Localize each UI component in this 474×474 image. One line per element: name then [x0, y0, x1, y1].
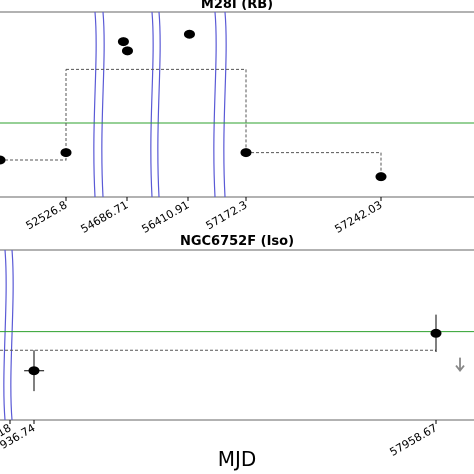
data-point: [0, 155, 6, 165]
x-tick-label: 54686.71: [79, 198, 131, 236]
x-tick-label: 57958.67: [388, 421, 440, 459]
axis-break: [3, 11, 227, 421]
upper-limit: [455, 357, 465, 373]
data-point: [375, 172, 387, 182]
x-axis-label: MJD: [218, 447, 257, 471]
x-tick-label: 56410.91: [140, 198, 192, 236]
x-tick-label: 57172.3: [204, 198, 250, 232]
data-point: [240, 148, 252, 158]
step-line: [0, 68, 382, 177]
x-tick-label: 57242.03: [333, 198, 385, 236]
data-point: [430, 328, 442, 338]
x-tick-label: 52526.8: [24, 198, 70, 232]
data-point: [60, 148, 72, 158]
data-point: [117, 37, 129, 47]
data-point: [183, 29, 195, 39]
chart-title: M28I (RB): [201, 0, 273, 12]
chart-title: NGC6752F (Iso): [180, 234, 294, 249]
data-point: [121, 46, 133, 56]
data-point: [28, 366, 40, 376]
